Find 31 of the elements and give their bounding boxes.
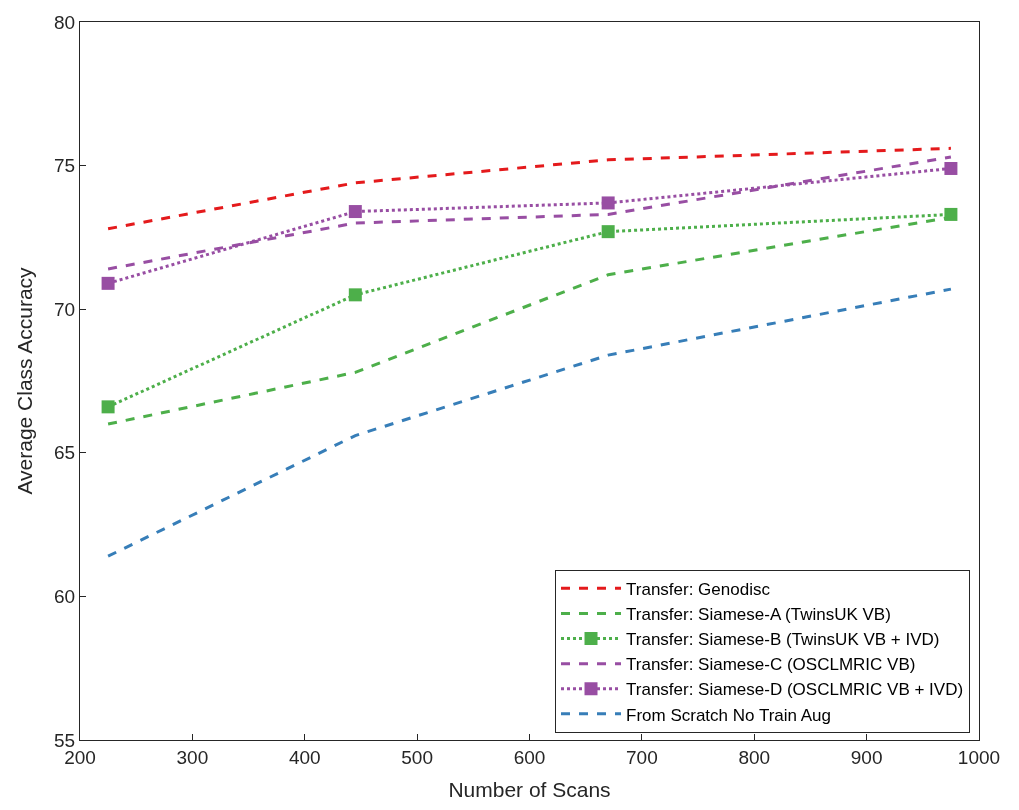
point: [944, 207, 958, 221]
x-tick-label: 800: [738, 746, 771, 768]
y-tick-label: 80: [54, 11, 76, 33]
point: [101, 276, 115, 290]
legend-label: Transfer: Siamese-D (OSCLMRIC VB + IVD): [626, 680, 964, 700]
point: [601, 225, 615, 239]
legend-label: Transfer: Siamese-B (TwinsUK VB + IVD): [626, 630, 940, 650]
y-tick-label: 60: [54, 586, 76, 608]
y-axis-title: Average Class Accuracy: [13, 266, 37, 495]
x-tick-label: 1000: [957, 746, 1001, 768]
x-tick-label: 300: [176, 746, 209, 768]
point: [101, 400, 115, 414]
line-series: [106, 146, 953, 231]
legend-label: Transfer: Genodisc: [626, 580, 771, 599]
line-series: [106, 287, 953, 558]
legend-label: From Scratch No Train Aug: [626, 705, 832, 725]
point: [348, 205, 362, 219]
point: [601, 196, 615, 210]
x-axis-title: Number of Scans: [448, 778, 611, 801]
legend-label: Transfer: Siamese-C (OSCLMRIC VB): [626, 655, 916, 675]
y-tick-label: 75: [54, 155, 76, 177]
x-tick-label: 400: [288, 746, 321, 768]
point: [348, 288, 362, 302]
y-tick-label: 70: [54, 298, 76, 320]
x-tick-label: 600: [513, 746, 546, 768]
x-tick-label: 500: [401, 746, 433, 768]
x-tick-label: 700: [626, 746, 658, 768]
y-tick-label: 65: [54, 442, 76, 464]
x-tick-label: 900: [850, 746, 883, 768]
legend-label: Transfer: Siamese-A (TwinsUK VB): [626, 605, 891, 625]
point: [944, 161, 958, 175]
